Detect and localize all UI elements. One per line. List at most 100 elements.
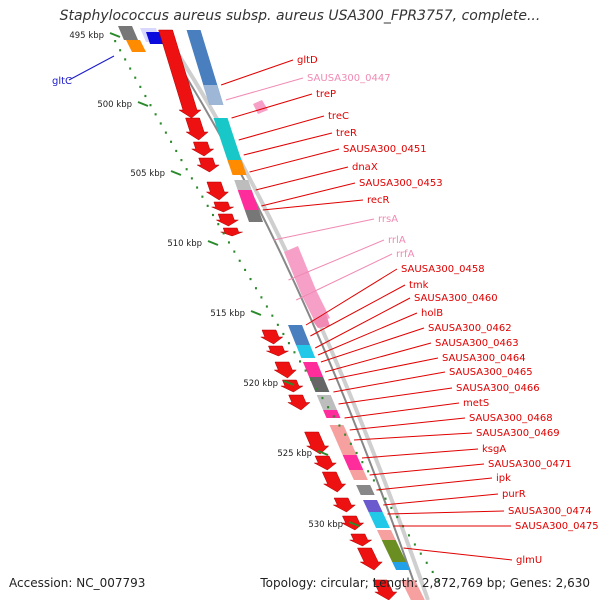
cds-arrow [286,394,311,411]
gene-label-sausa300_0453[interactable]: SAUSA300_0453 [359,178,443,189]
cds-arrow [205,181,230,201]
feature-class-block [288,325,311,345]
gene-label-holb[interactable]: holB [421,308,443,319]
gene-label-leader [225,77,304,101]
cds-arrow [273,361,297,379]
cds-lane [158,29,398,600]
gene-label-trec[interactable]: treC [328,111,349,122]
scale-tick [283,380,295,386]
gene-label-sausa300_0475[interactable]: SAUSA300_0475 [515,521,599,532]
feature-class-block [309,377,330,392]
gene-label-leader [338,387,453,405]
cds-arrow [158,29,202,119]
scale-dot [349,442,352,445]
gene-label-lines [220,59,513,561]
gene-label-leader [231,93,313,119]
cds-arrow [220,227,243,237]
scale-tick [317,450,329,456]
feature-class-lane [186,30,425,600]
gene-label-sausa300_0464[interactable]: SAUSA300_0464 [442,353,526,364]
gene-label-leader [403,547,513,561]
gene-label-rrla[interactable]: rrlA [388,235,406,246]
feature-class-block [363,500,383,512]
gene-label-glmu[interactable]: glmU [516,555,542,566]
scale-label: 515 kbp [210,309,245,319]
cds-arrow [349,533,373,547]
gene-label-leader [324,342,432,373]
gene-label-leader [361,448,479,459]
feature-class-block [392,562,411,570]
gene-label-sausa300_0471[interactable]: SAUSA300_0471 [488,459,572,470]
gene-label-sausa300_0460[interactable]: SAUSA300_0460 [414,293,498,304]
scale-dot [154,113,157,116]
rrna-features [253,100,330,328]
gene-label-sausa300_0462[interactable]: SAUSA300_0462 [428,323,512,334]
gene-label-gltd[interactable]: gltD [297,55,318,66]
gene-label-recr[interactable]: recR [367,195,390,206]
gene-label-tmk[interactable]: tmk [409,280,429,291]
gene-label-gltC[interactable]: gltC [52,76,72,87]
scale-dot [159,122,162,125]
scale-dot [372,479,375,482]
scale-dot [276,323,279,326]
gene-label-sausa300_0447[interactable]: SAUSA300_0447 [307,73,391,84]
gene-label-sausa300_0474[interactable]: SAUSA300_0474 [508,506,592,517]
feature-class-block [400,580,425,600]
feature-class-block [220,140,244,165]
scale-tick [109,32,121,38]
feature-class-block [237,190,259,210]
gene-label-mets[interactable]: metS [463,398,489,409]
gene-label-rrsa[interactable]: rrsA [378,214,398,225]
gene-label-leader [261,182,356,207]
scale-dot [315,387,318,390]
feature-class-block [349,470,368,480]
gene-label-ksga[interactable]: ksgA [482,444,506,455]
feature-class-block [342,455,364,470]
gltC-leader [68,55,115,81]
gene-label-sausa300_0451[interactable]: SAUSA300_0451 [343,144,427,155]
cds-arrow [266,345,289,357]
left-features [118,26,164,52]
scale-label: 510 kbp [167,239,202,249]
scale-dot [129,67,132,70]
gene-label-sausa300_0458[interactable]: SAUSA300_0458 [401,264,485,275]
scale-dot [196,186,199,189]
gene-label-leader [315,297,411,349]
gene-label-leader [333,371,446,393]
gene-label-rrfa[interactable]: rrfA [396,249,415,260]
scale-dot [217,223,220,226]
scale-tick [137,101,149,107]
gene-label-leader [220,59,294,86]
feature-class-block [227,160,247,175]
gene-label-sausa300_0463[interactable]: SAUSA300_0463 [435,338,519,349]
scale-dot [271,314,274,317]
scale-dot [419,552,422,555]
gene-label-leader [317,312,418,356]
scale-dot [390,506,393,509]
scale-dot [407,534,410,537]
scale-dot [134,76,137,79]
gene-label-trer[interactable]: treR [336,128,357,139]
scale-dot [185,168,188,171]
gene-label-trep[interactable]: treP [316,89,336,100]
genome-summary-text: Topology: circular; Length: 2,872,769 bp… [260,576,590,590]
scale-dot [344,433,347,436]
cds-arrow [190,141,215,157]
scale-label: 500 kbp [97,100,132,110]
gene-label-leader [305,268,398,326]
gene-label-dnax[interactable]: dnaX [352,162,378,173]
gene-label-ipk[interactable]: ipk [496,473,511,484]
gene-label-leader [310,284,406,337]
scale-dot [124,58,127,61]
scale-dot [321,396,324,400]
gene-label-sausa300_0468[interactable]: SAUSA300_0468 [469,413,553,424]
backbone-outer [159,34,421,600]
scale-dot [437,580,440,583]
gene-label-sausa300_0466[interactable]: SAUSA300_0466 [456,383,540,394]
gene-label-sausa300_0465[interactable]: SAUSA300_0465 [449,367,533,378]
gene-label-sausa300_0469[interactable]: SAUSA300_0469 [476,428,560,439]
gene-label-purr[interactable]: purR [502,489,526,500]
gene-label-leader [243,132,333,156]
feature-class-block [381,540,407,562]
